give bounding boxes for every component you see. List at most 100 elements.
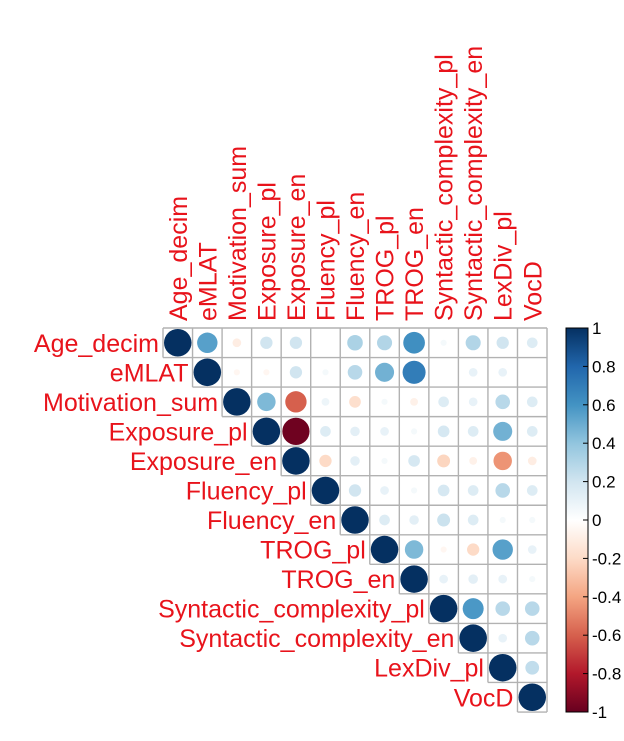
corr-circle-Motivation_sum-Syntactic_complexity_en (468, 397, 478, 407)
colorbar-tick-label: 0 (592, 511, 601, 530)
corr-circle-Exposure_pl-Syntactic_complexity_pl (437, 425, 450, 438)
grid-lines (162, 327, 548, 713)
corr-circle-Age_decim-LexDiv_pl (496, 336, 509, 349)
column-label-Exposure_pl: Exposure_pl (253, 182, 281, 321)
column-label-TROG_pl: TROG_pl (372, 215, 400, 321)
corr-circle-LexDiv_pl-LexDiv_pl (488, 653, 517, 682)
corr-circle-Exposure_pl-Fluency_pl (320, 426, 331, 437)
row-label-eMLAT: eMLAT (110, 359, 189, 387)
corr-circle-Syntactic_complexity_pl-LexDiv_pl (495, 601, 510, 616)
corr-circle-TROG_en-TROG_en (400, 565, 428, 593)
corr-circle-Motivation_sum-Exposure_en (285, 391, 307, 413)
corr-circle-eMLAT-LexDiv_pl (498, 367, 508, 377)
corr-circle-Exposure_pl-Fluency_en (350, 426, 360, 437)
corr-circle-Fluency_pl-Syntactic_complexity_pl (437, 484, 450, 497)
row-label-TROG_pl: TROG_pl (260, 537, 366, 565)
corr-circle-TROG_pl-TROG_en (404, 540, 424, 559)
corr-circle-Syntactic_complexity_en-Syntactic_complexity_en (459, 624, 487, 652)
row-label-Motivation_sum: Motivation_sum (43, 389, 218, 417)
corr-circle-Exposure_en-TROG_en (408, 455, 420, 467)
corr-circle-Fluency_en-Syntactic_complexity_en (467, 514, 479, 526)
corr-circle-Fluency_en-TROG_pl (379, 514, 390, 526)
row-label-LexDiv_pl: LexDiv_pl (374, 655, 484, 683)
corr-circle-Exposure_en-Fluency_en (350, 456, 360, 466)
row-label-Syntactic_complexity_en: Syntactic_complexity_en (179, 625, 454, 653)
corr-circle-Exposure_pl-Exposure_pl (252, 417, 281, 446)
corr-circle-Age_decim-Exposure_pl (260, 336, 273, 349)
column-label-Syntactic_complexity_pl: Syntactic_complexity_pl (431, 54, 459, 321)
corr-circle-Exposure_pl-TROG_en (411, 428, 418, 435)
corr-circle-Exposure_pl-TROG_pl (380, 427, 389, 436)
corr-circle-Motivation_sum-TROG_pl (381, 398, 388, 405)
corr-circle-Age_decim-Age_decim (164, 329, 192, 357)
corr-circle-Age_decim-Syntactic_complexity_en (465, 335, 481, 351)
corr-circle-Exposure_en-Syntactic_complexity_pl (437, 454, 451, 468)
corr-circle-TROG_pl-Syntactic_complexity_en (467, 543, 480, 556)
corr-circle-Motivation_sum-Syntactic_complexity_pl (438, 396, 449, 408)
corr-circle-Syntactic_complexity_pl-Syntactic_complexity_pl (429, 594, 458, 623)
corr-circle-LexDiv_pl-VocD (525, 660, 540, 675)
corr-circle-Syntactic_complexity_pl-Syntactic_complexity_en (462, 598, 484, 620)
corr-circle-Exposure_en-Syntactic_complexity_en (469, 457, 478, 465)
column-label-TROG_en: TROG_en (401, 207, 429, 321)
corr-circle-Age_decim-Syntactic_complexity_pl (440, 339, 447, 346)
corr-circle-Exposure_pl-LexDiv_pl (493, 421, 513, 441)
corr-circle-Fluency_pl-TROG_pl (380, 486, 389, 495)
row-label-Syntactic_complexity_pl: Syntactic_complexity_pl (158, 596, 425, 624)
corr-circle-TROG_pl-TROG_pl (370, 535, 399, 564)
corr-circle-TROG_pl-LexDiv_pl (492, 539, 513, 560)
corr-circle-eMLAT-Exposure_en (289, 366, 303, 379)
row-labels: Age_decimeMLATMotivation_sumExposure_plE… (34, 330, 514, 712)
corr-circle-Fluency_pl-LexDiv_pl (495, 483, 510, 498)
corr-circle-Motivation_sum-TROG_en (410, 397, 418, 406)
corr-circle-Syntactic_complexity_en-LexDiv_pl (498, 633, 508, 643)
corr-circle-eMLAT-Syntactic_complexity_en (468, 367, 478, 377)
corr-circle-VocD-VocD (518, 683, 547, 712)
row-label-Fluency_pl: Fluency_pl (186, 477, 307, 505)
corr-circle-eMLAT-Fluency_en (347, 365, 363, 380)
corr-circle-eMLAT-Motivation_sum (233, 369, 240, 376)
corr-circle-TROG_pl-VocD (527, 545, 537, 554)
column-label-Syntactic_complexity_en: Syntactic_complexity_en (460, 46, 488, 321)
corr-circle-Fluency_en-LexDiv_pl (499, 516, 506, 524)
corr-circle-Exposure_en-VocD (527, 456, 537, 466)
row-label-TROG_en: TROG_en (281, 566, 395, 594)
colorbar-tick-label: 0.8 (592, 357, 616, 376)
corr-circle-Fluency_en-Fluency_en (341, 506, 369, 534)
corr-circle-Fluency_en-VocD (529, 516, 536, 524)
colorbar-tick-label: -0.8 (592, 665, 621, 684)
corr-circle-Motivation_sum-LexDiv_pl (495, 394, 510, 410)
corr-circle-Syntactic_complexity_pl-VocD (524, 601, 540, 616)
corr-circle-TROG_en-Syntactic_complexity_en (468, 574, 478, 584)
corr-circle-Motivation_sum-Fluency_en (349, 396, 361, 408)
corr-circle-Motivation_sum-Motivation_sum (223, 388, 251, 416)
corr-circle-Exposure_pl-VocD (526, 426, 538, 437)
corr-circle-Fluency_pl-TROG_en (411, 487, 418, 494)
corr-circle-Age_decim-TROG_en (403, 331, 425, 354)
corr-circle-Exposure_pl-Exposure_en (282, 417, 310, 446)
corr-circle-Exposure_en-TROG_pl (381, 457, 388, 465)
corr-circle-eMLAT-Exposure_pl (263, 369, 270, 376)
colorbar: 1 0.8 0.6 0.4 0.2 0 -0.2 -0.4 -0.6 -0.8 -1 (565, 319, 621, 722)
row-label-Age_decim: Age_decim (34, 330, 159, 358)
corr-circle-Age_decim-eMLAT (197, 332, 218, 353)
corr-circle-Fluency_pl-Fluency_pl (311, 476, 340, 505)
colorbar-tick-label: 0.6 (592, 396, 616, 415)
corr-circle-eMLAT-TROG_en (402, 360, 426, 384)
column-label-Exposure_en: Exposure_en (283, 174, 311, 321)
column-label-Motivation_sum: Motivation_sum (224, 146, 252, 321)
corr-circle-TROG_en-Syntactic_complexity_pl (439, 574, 448, 584)
colorbar-tick-label: 0.4 (592, 434, 616, 453)
corr-circle-TROG_pl-Syntactic_complexity_pl (440, 546, 447, 553)
correlation-circles (164, 329, 547, 712)
corr-circle-Age_decim-Fluency_en (347, 334, 363, 351)
corr-circle-Exposure_en-Exposure_en (282, 447, 310, 475)
colorbar-tick-label: 1 (592, 319, 601, 338)
column-label-Fluency_en: Fluency_en (342, 192, 370, 321)
colorbar-tick-label: 0.2 (592, 473, 616, 492)
colorbar-tick-label: -1 (592, 703, 607, 722)
row-label-Exposure_pl: Exposure_pl (109, 418, 248, 446)
column-label-VocD: VocD (519, 261, 547, 321)
